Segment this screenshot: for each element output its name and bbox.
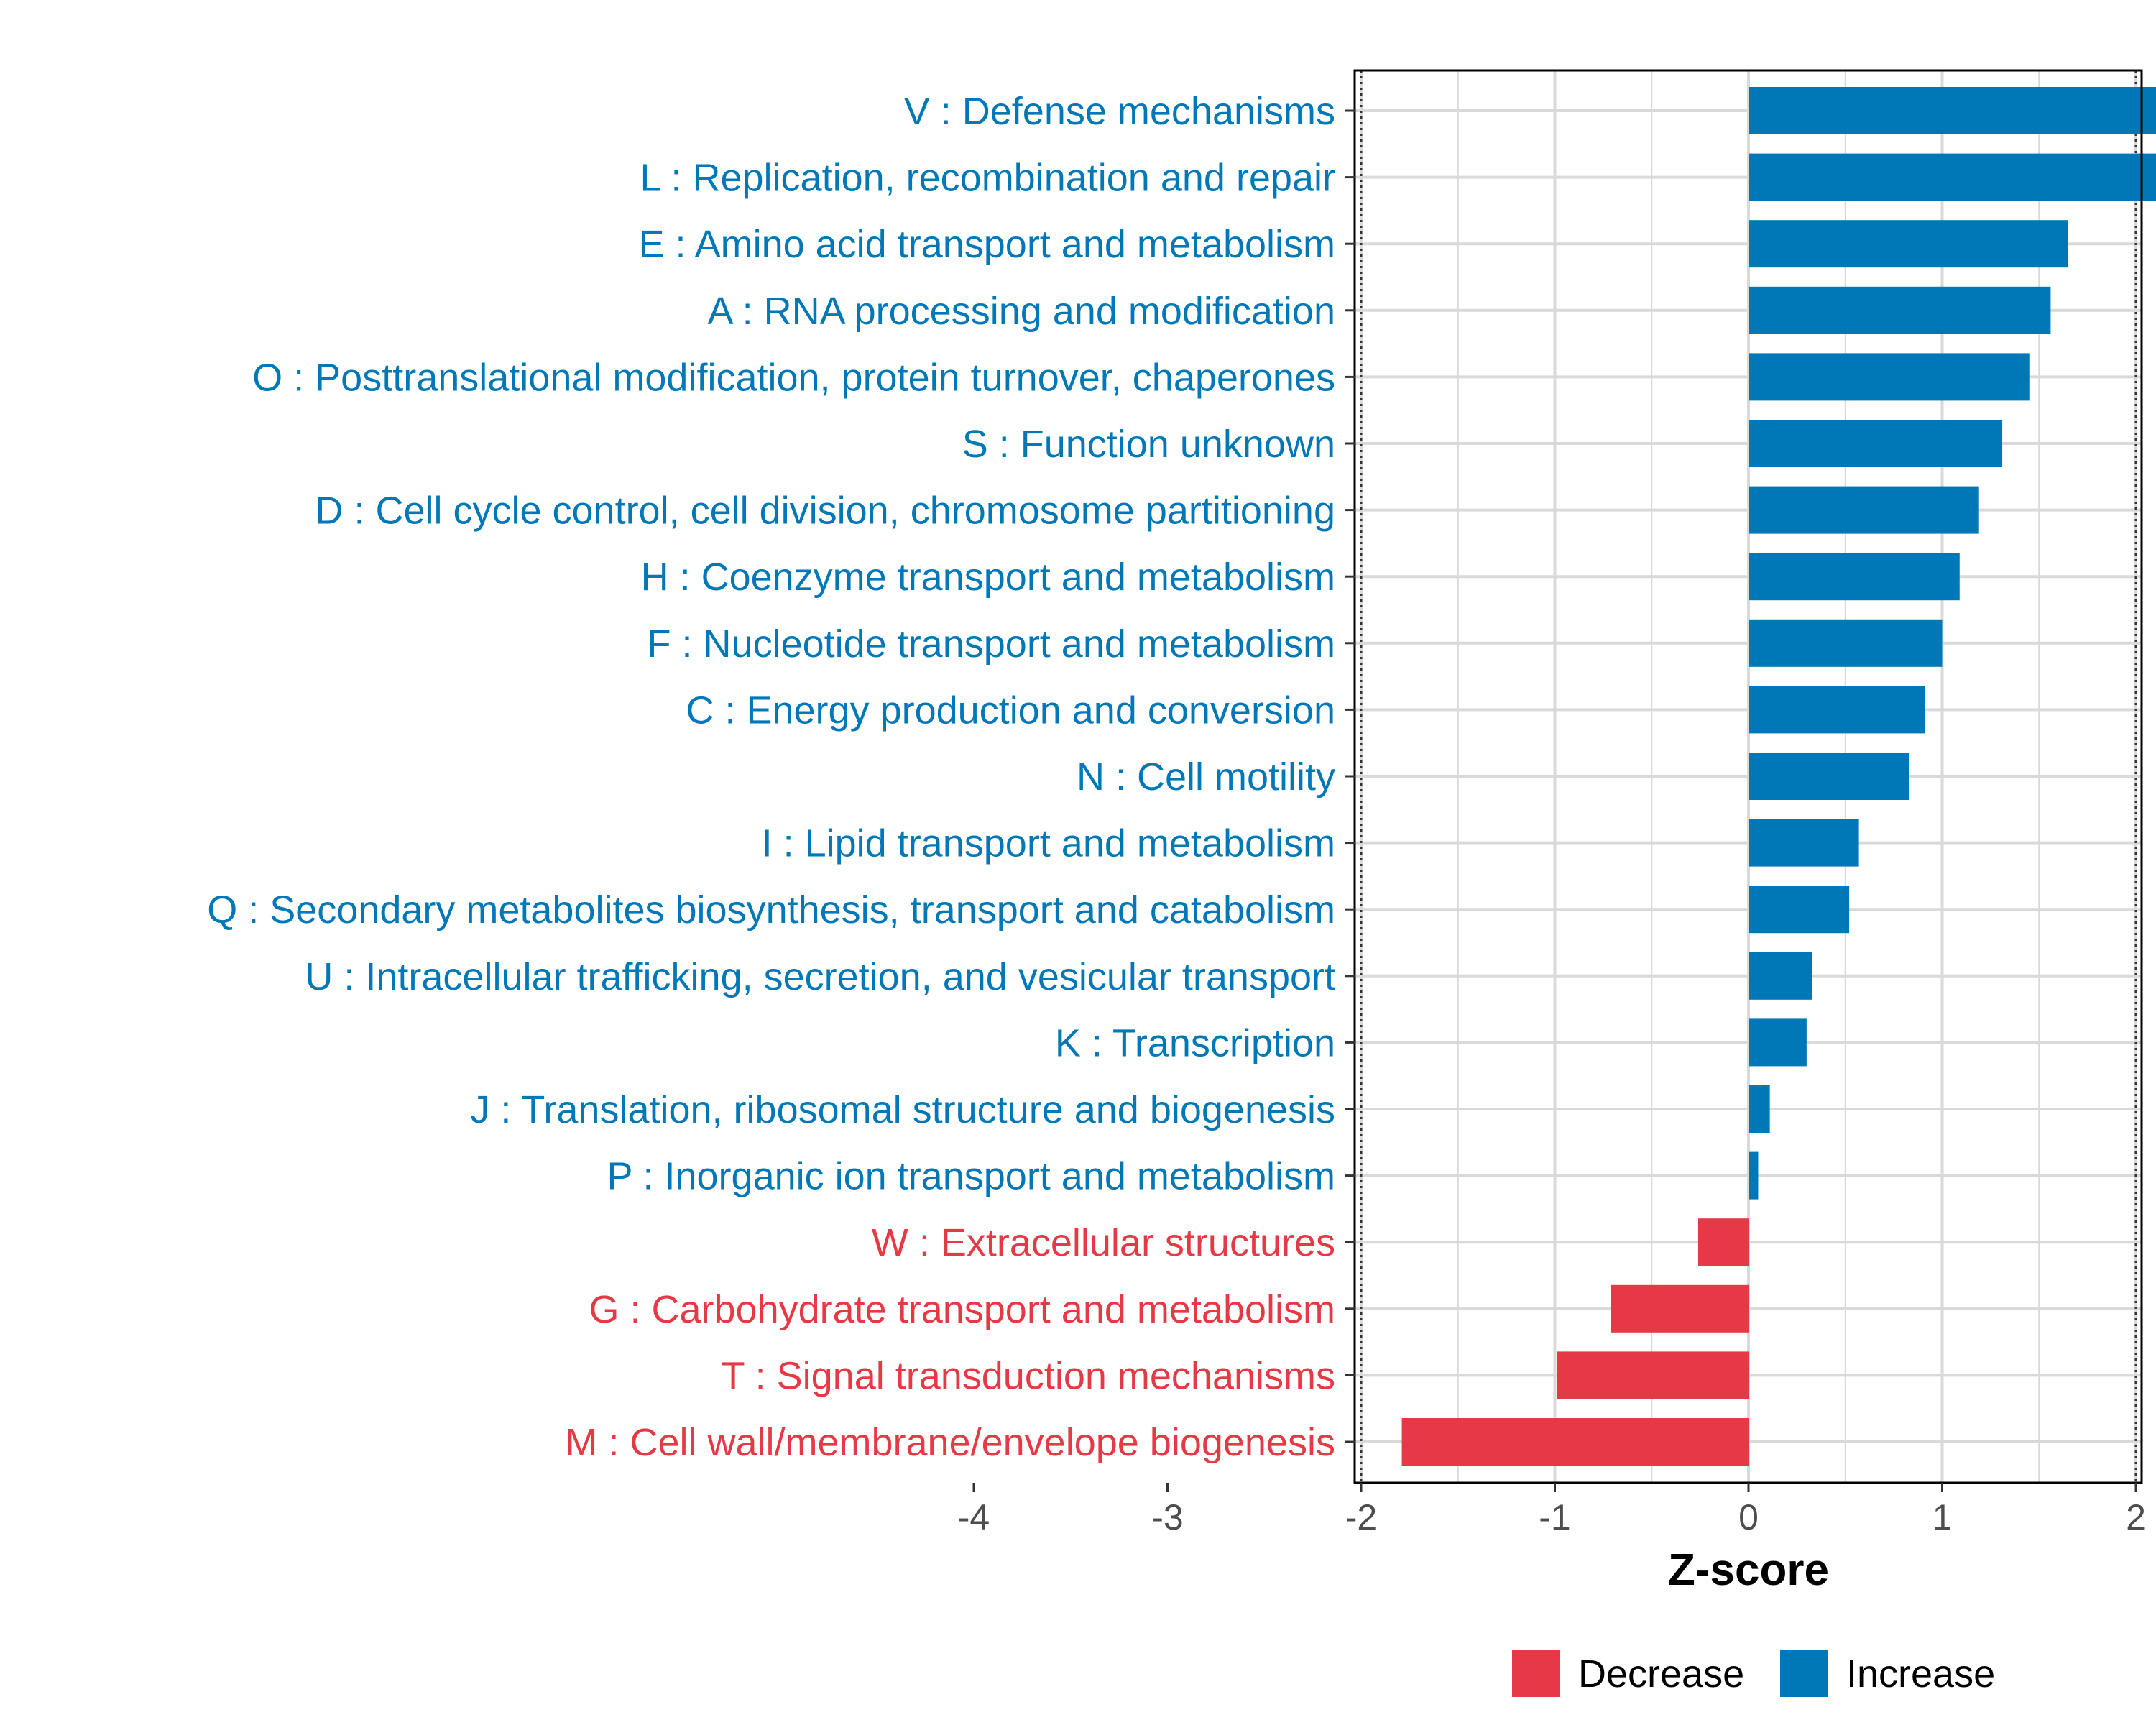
y-axis-ticks (1345, 109, 1355, 1443)
category-label: V : Defense mechanisms (904, 90, 1335, 133)
category-label: Q : Secondary metabolites biosynthesis, … (207, 888, 1335, 932)
x-axis-ticks (972, 1483, 2137, 1492)
x-tick-label: -2 (1345, 1497, 1377, 1537)
bar-h (1749, 553, 1960, 601)
x-tick-label: 0 (1738, 1497, 1759, 1537)
bars (1401, 87, 2156, 1466)
category-labels: V : Defense mechanisms L : Replication, r… (207, 90, 1335, 1464)
category-label: D : Cell cycle control, cell division, c… (315, 489, 1335, 533)
category-label: C : Energy production and conversion (686, 689, 1335, 732)
category-label: I : Lipid transport and metabolism (762, 822, 1335, 865)
category-label: O : Posttranslational modification, prot… (252, 356, 1335, 399)
legend-swatch-increase (1780, 1650, 1828, 1697)
category-label: M : Cell wall/membrane/envelope biogenes… (565, 1421, 1335, 1464)
category-label: H : Coenzyme transport and metabolism (641, 556, 1335, 599)
category-label: S : Function unknown (962, 423, 1335, 466)
category-label: P : Inorganic ion transport and metaboli… (607, 1155, 1335, 1198)
x-axis-title: Z-score (1668, 1545, 1829, 1595)
bar-q (1749, 886, 1850, 934)
legend: Decrease Increase (1512, 1650, 1995, 1697)
bar-d (1749, 486, 1979, 534)
category-label: F : Nucleotide transport and metabolism (648, 622, 1335, 666)
bar-o (1749, 353, 2030, 401)
x-tick-labels: -4-3-2-101234 (958, 1497, 2146, 1537)
category-label: T : Signal transduction mechanisms (722, 1354, 1335, 1397)
bar-s (1749, 420, 2003, 467)
legend-label-increase: Increase (1846, 1652, 1995, 1696)
category-label: G : Carbohydrate transport and metabolis… (589, 1288, 1336, 1331)
category-label: K : Transcription (1055, 1021, 1335, 1064)
bar-e (1749, 220, 2068, 268)
bar-a (1749, 286, 2051, 334)
category-label: U : Intracellular trafficking, secretion… (305, 955, 1335, 998)
category-label: W : Extracellular structures (872, 1221, 1335, 1264)
x-tick-label: -1 (1539, 1497, 1570, 1537)
bar-g (1611, 1284, 1749, 1333)
x-tick-label: -3 (1151, 1497, 1183, 1537)
category-label: A : RNA processing and modification (708, 290, 1335, 333)
x-tick-label: -4 (958, 1497, 990, 1537)
legend-swatch-decrease (1512, 1650, 1560, 1697)
bar-i (1749, 819, 1859, 867)
bar-v (1749, 87, 2156, 134)
bar-j (1749, 1085, 1770, 1133)
category-label: J : Translation, ribosomal structure and… (470, 1088, 1335, 1131)
bar-k (1749, 1018, 1807, 1067)
bar-f (1749, 619, 1943, 667)
bar-u (1749, 952, 1812, 1000)
category-label: N : Cell motility (1077, 755, 1335, 799)
bar-p (1749, 1151, 1759, 1200)
category-label: L : Replication, recombination and repai… (640, 157, 1335, 200)
legend-label-decrease: Decrease (1578, 1652, 1744, 1696)
bar-t (1557, 1351, 1749, 1399)
bar-m (1401, 1418, 1749, 1466)
bar-c (1749, 686, 1925, 734)
bar-w (1697, 1218, 1749, 1266)
category-label: E : Amino acid transport and metabolism (639, 223, 1335, 266)
bar-n (1749, 753, 1909, 800)
bar-l (1749, 153, 2156, 201)
x-tick-label: 1 (1932, 1497, 1953, 1537)
x-tick-label: 2 (2126, 1497, 2146, 1537)
